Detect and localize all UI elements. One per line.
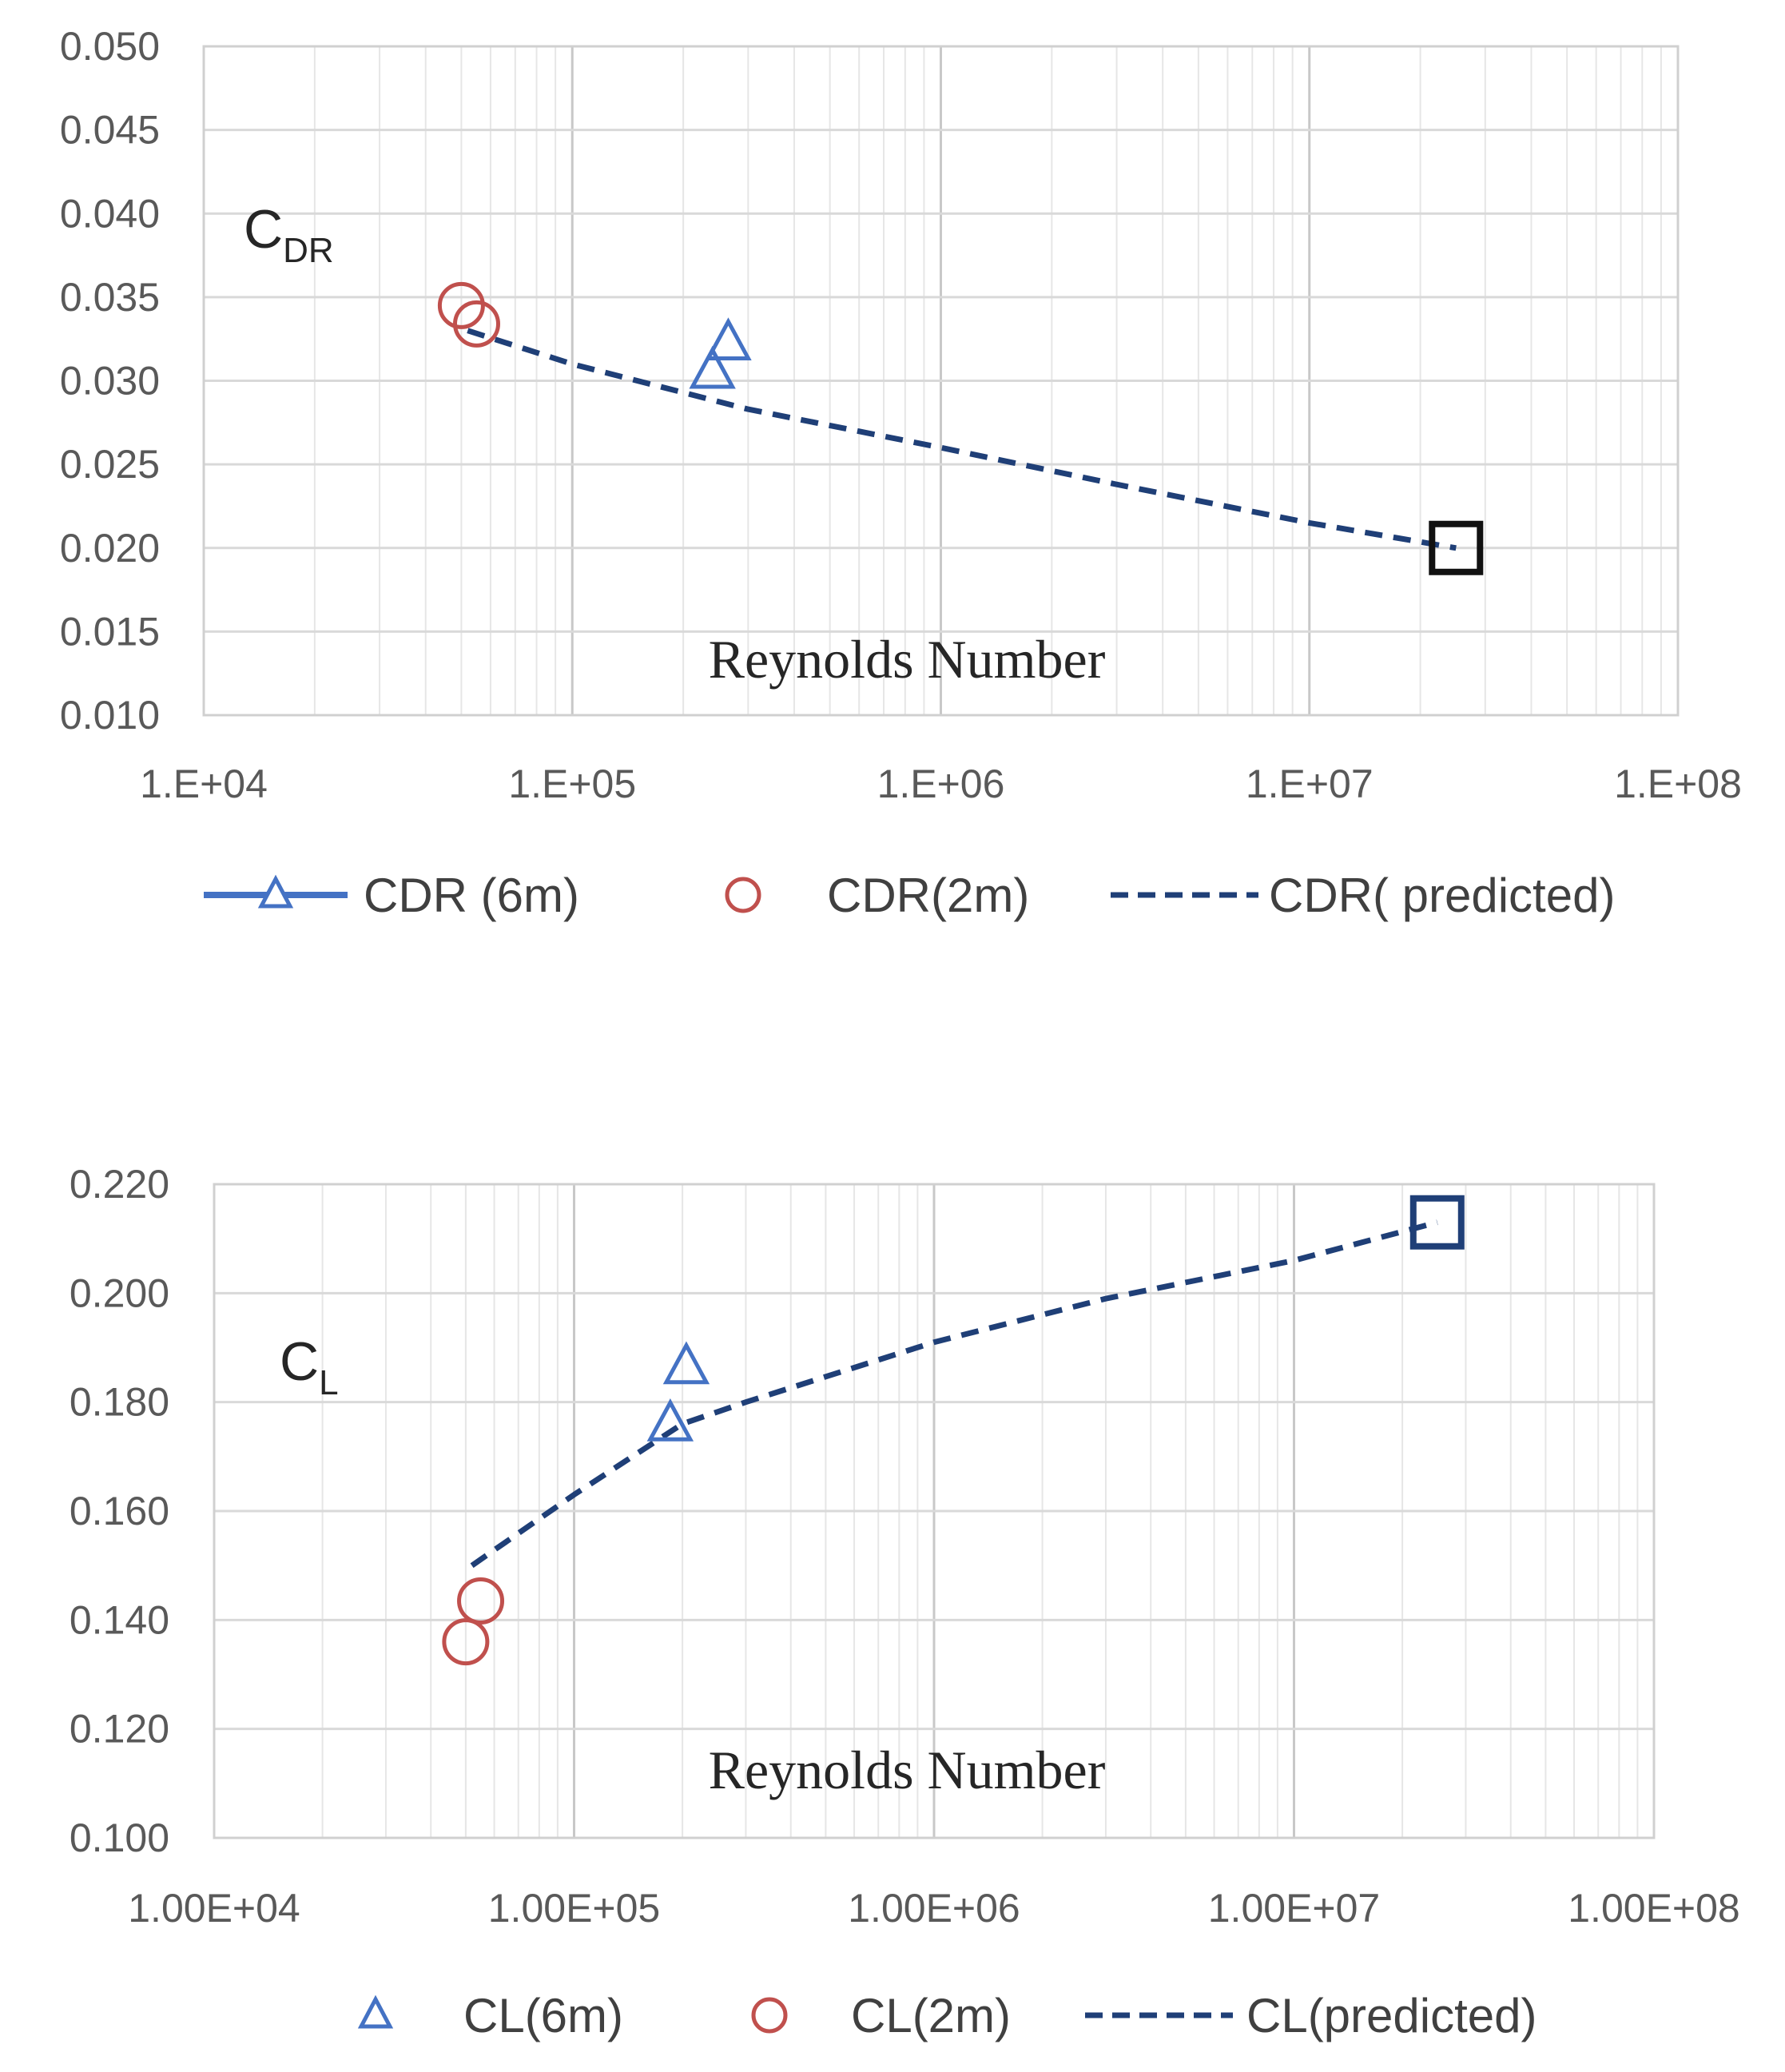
cl-series	[442, 1195, 1465, 1666]
cl-x-tick-label: 1.00E+07	[1208, 1886, 1380, 1931]
cl-legend: CL(6m) CL(2m) CL(predicted)	[357, 1989, 1537, 2042]
cl-6m-point	[646, 1398, 694, 1442]
cdr-gridlines	[202, 45, 1678, 717]
cl-y-tick-label: 0.180	[70, 1380, 169, 1425]
cl-chart: 0.100 0.120 0.140 0.160 0.180 0.200 0.220 1.00…	[70, 1162, 1740, 2042]
cdr-x-tick-label: 1.E+05	[508, 762, 636, 806]
cl-x-axis-label: Reynolds Number	[709, 1740, 1106, 1800]
cl-x-tick-label: 1.00E+06	[848, 1886, 1020, 1931]
cdr-y-tick-label: 0.015	[60, 609, 160, 654]
cdr-y-tick-label: 0.035	[60, 275, 160, 320]
cl-legend-circle	[751, 1997, 788, 2034]
cdr-predicted-point	[1429, 520, 1484, 575]
cdr-2m-point	[437, 281, 485, 329]
cl-y-tick-label: 0.200	[70, 1271, 169, 1315]
cdr-chart: 0.010 0.015 0.020 0.025 0.030 0.035 0.040 0.045…	[60, 24, 1742, 922]
cl-plot-frame	[213, 1183, 1656, 1839]
cl-y-tick-label: 0.160	[70, 1489, 169, 1533]
cdr-y-tick-label: 0.020	[60, 526, 160, 571]
cl-y-axis: 0.100 0.120 0.140 0.160 0.180 0.200 0.220	[70, 1162, 169, 1860]
cl-x-tick-label: 1.00E+05	[488, 1886, 660, 1931]
cdr-y-tick-label: 0.040	[60, 191, 160, 236]
cdr-x-tick-label: 1.E+08	[1614, 762, 1742, 806]
cdr-y-tick-label: 0.045	[60, 108, 160, 153]
cl-y-tick-label: 0.100	[70, 1815, 169, 1860]
cl-annotation: CL	[280, 1331, 339, 1402]
cl-x-axis: 1.00E+04 1.00E+05 1.00E+06 1.00E+07 1.00E+08	[128, 1886, 1739, 1931]
cl-y-tick-label: 0.220	[70, 1162, 169, 1207]
cl-legend-triangle	[357, 1994, 394, 2029]
cdr-y-tick-label: 0.050	[60, 24, 160, 69]
cl-legend-label: CL(6m)	[463, 1989, 623, 2042]
cdr-6m-point	[705, 317, 752, 360]
cdr-plot-frame	[202, 45, 1680, 717]
cdr-y-tick-label: 0.010	[60, 693, 160, 738]
cdr-x-axis: 1.E+04 1.E+05 1.E+06 1.E+07 1.E+08	[140, 762, 1742, 806]
cdr-legend-label: CDR (6m)	[364, 869, 579, 922]
cl-predicted-line	[470, 1219, 1438, 1569]
cdr-legend-label: CDR(2m)	[827, 869, 1029, 922]
cdr-x-axis-label: Reynolds Number	[709, 629, 1106, 690]
cdr-y-axis: 0.010 0.015 0.020 0.025 0.030 0.035 0.040 0.045…	[60, 24, 160, 738]
cl-x-tick-label: 1.00E+08	[1568, 1886, 1739, 1931]
cl-legend-label: CL(predicted)	[1246, 1989, 1537, 2042]
cdr-x-tick-label: 1.E+06	[877, 762, 1005, 806]
cl-2m-point	[442, 1618, 490, 1666]
cdr-legend-circle	[725, 877, 761, 913]
cdr-x-tick-label: 1.E+07	[1246, 762, 1374, 806]
cdr-y-tick-label: 0.025	[60, 442, 160, 487]
cdr-annotation: CDR	[244, 199, 334, 270]
cdr-y-tick-label: 0.030	[60, 359, 160, 404]
cl-6m-point	[662, 1341, 710, 1385]
cdr-legend: CDR (6m) CDR(2m) CDR( predicted)	[204, 869, 1615, 922]
cdr-2m-point	[452, 300, 500, 348]
cdr-series	[437, 281, 1484, 575]
cdr-predicted-line	[467, 328, 1457, 551]
cl-y-tick-label: 0.120	[70, 1707, 169, 1752]
cl-2m-point	[457, 1577, 505, 1625]
cdr-legend-triangle	[257, 874, 294, 909]
cl-predicted-point	[1409, 1195, 1465, 1250]
cdr-6m-point	[689, 345, 736, 389]
cdr-legend-label: CDR( predicted)	[1269, 869, 1615, 922]
cl-legend-label: CL(2m)	[851, 1989, 1011, 2042]
cl-y-tick-label: 0.140	[70, 1597, 169, 1642]
cl-x-tick-label: 1.00E+04	[128, 1886, 300, 1931]
cdr-x-tick-label: 1.E+04	[140, 762, 268, 806]
